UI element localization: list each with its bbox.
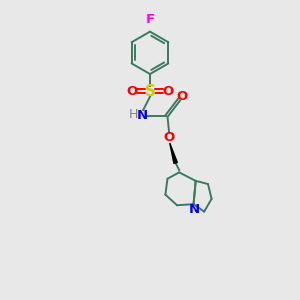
Text: O: O <box>164 131 175 144</box>
Text: F: F <box>146 13 154 26</box>
Text: O: O <box>162 85 173 98</box>
Text: O: O <box>127 85 138 98</box>
Polygon shape <box>170 143 177 164</box>
Text: S: S <box>145 84 155 99</box>
Text: O: O <box>176 91 187 103</box>
Text: N: N <box>189 203 200 216</box>
Text: H: H <box>129 108 139 121</box>
Text: N: N <box>137 109 148 122</box>
